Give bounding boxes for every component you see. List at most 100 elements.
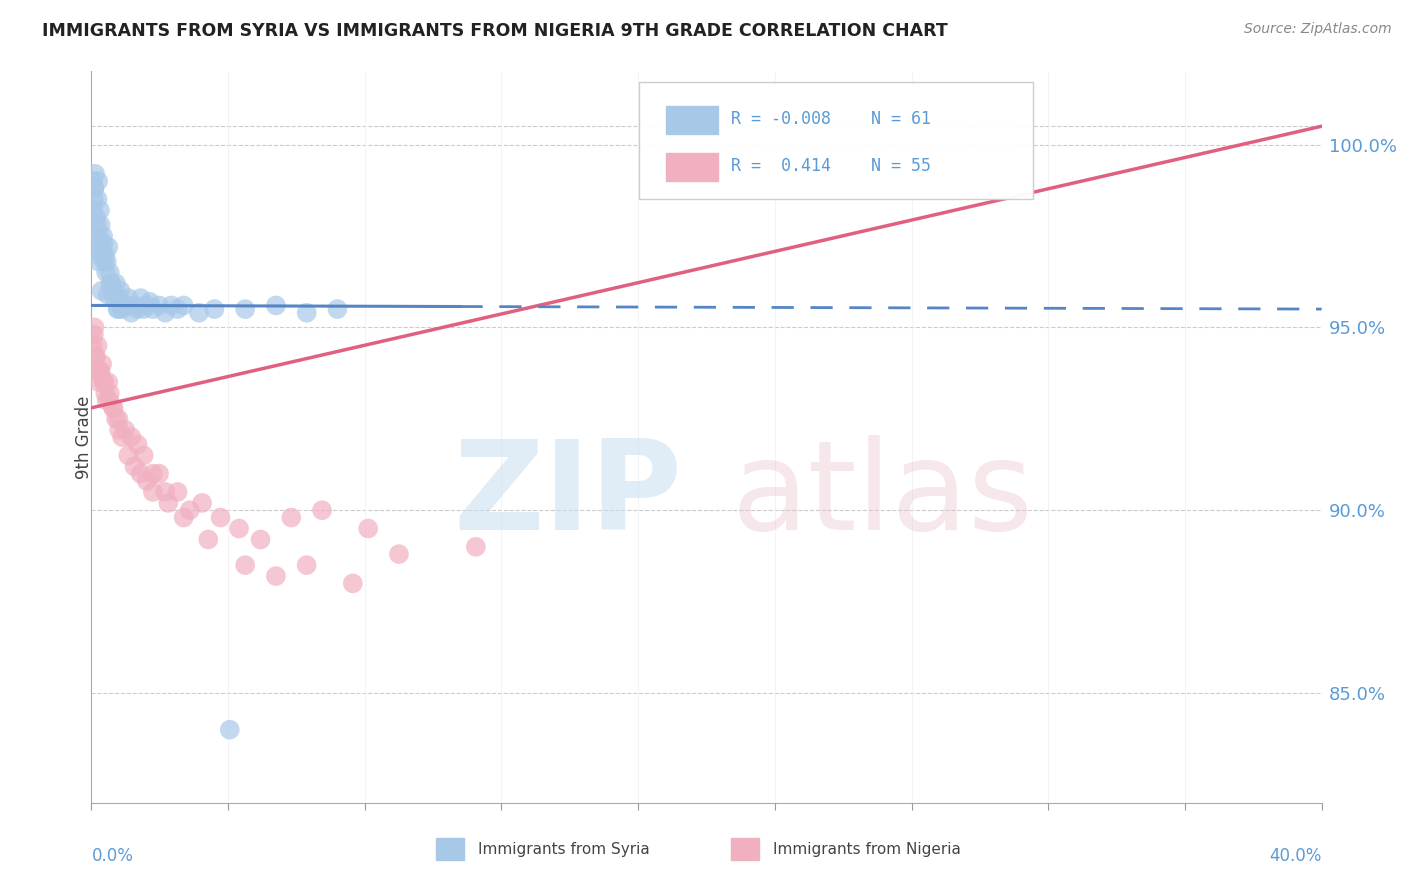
- Point: [166, 302, 188, 317]
- Point: [82, 203, 104, 218]
- Point: [100, 277, 122, 291]
- Text: 40.0%: 40.0%: [1270, 847, 1322, 864]
- Point: [326, 302, 349, 317]
- Point: [191, 496, 214, 510]
- Point: [209, 510, 232, 524]
- Point: [107, 302, 129, 317]
- Text: Immigrants from Syria: Immigrants from Syria: [478, 842, 650, 856]
- Point: [148, 467, 170, 481]
- Point: [89, 203, 111, 218]
- Text: IMMIGRANTS FROM SYRIA VS IMMIGRANTS FROM NIGERIA 9TH GRADE CORRELATION CHART: IMMIGRANTS FROM SYRIA VS IMMIGRANTS FROM…: [42, 22, 948, 40]
- Point: [94, 247, 117, 261]
- Point: [107, 412, 129, 426]
- Point: [139, 294, 162, 309]
- Point: [249, 533, 271, 547]
- Point: [111, 302, 134, 317]
- Point: [86, 218, 108, 232]
- Point: [90, 364, 112, 378]
- Bar: [666, 106, 717, 134]
- Point: [87, 376, 110, 390]
- Point: [87, 254, 110, 268]
- Point: [83, 181, 105, 195]
- Point: [233, 302, 256, 317]
- Point: [83, 193, 105, 207]
- Point: [82, 174, 104, 188]
- Bar: [666, 153, 717, 181]
- Point: [96, 254, 118, 268]
- Point: [228, 522, 250, 536]
- Point: [98, 393, 121, 408]
- Point: [135, 474, 157, 488]
- Point: [89, 364, 111, 378]
- Point: [142, 302, 165, 317]
- Point: [173, 510, 195, 524]
- Point: [87, 364, 110, 378]
- Point: [124, 298, 146, 312]
- Text: R = -0.008    N = 61: R = -0.008 N = 61: [731, 110, 931, 128]
- Point: [101, 401, 124, 415]
- Point: [93, 376, 115, 390]
- Point: [90, 218, 112, 232]
- Point: [105, 277, 127, 291]
- Point: [87, 229, 110, 244]
- Point: [96, 287, 118, 301]
- Point: [295, 306, 318, 320]
- Point: [311, 503, 333, 517]
- Point: [111, 430, 134, 444]
- Point: [124, 459, 146, 474]
- Point: [264, 569, 287, 583]
- Point: [342, 576, 364, 591]
- Point: [129, 467, 152, 481]
- Point: [93, 236, 115, 251]
- Point: [120, 306, 142, 320]
- Text: ZIP: ZIP: [453, 435, 682, 556]
- Point: [142, 467, 165, 481]
- Point: [86, 364, 108, 378]
- Point: [84, 350, 107, 364]
- Point: [160, 298, 183, 312]
- Point: [117, 291, 139, 305]
- Point: [87, 174, 110, 188]
- Point: [120, 430, 142, 444]
- Point: [357, 522, 380, 536]
- Point: [218, 723, 240, 737]
- Point: [127, 437, 149, 451]
- Point: [96, 393, 118, 408]
- Text: R =  0.414    N = 55: R = 0.414 N = 55: [731, 158, 931, 176]
- Point: [91, 247, 114, 261]
- Point: [90, 240, 112, 254]
- Point: [83, 327, 105, 342]
- Point: [110, 284, 132, 298]
- Point: [117, 449, 139, 463]
- Point: [188, 306, 211, 320]
- Point: [84, 229, 107, 244]
- Point: [135, 298, 157, 312]
- Point: [280, 510, 302, 524]
- Point: [103, 291, 125, 305]
- Point: [105, 412, 127, 426]
- Point: [86, 339, 108, 353]
- Point: [464, 540, 486, 554]
- Point: [129, 291, 152, 305]
- Point: [107, 302, 129, 317]
- Point: [91, 357, 114, 371]
- Point: [166, 485, 188, 500]
- Y-axis label: 9th Grade: 9th Grade: [76, 395, 93, 479]
- Point: [108, 291, 131, 305]
- Point: [157, 496, 180, 510]
- Text: atlas: atlas: [731, 435, 1033, 556]
- Point: [100, 277, 122, 291]
- Text: Immigrants from Nigeria: Immigrants from Nigeria: [773, 842, 962, 856]
- Point: [179, 503, 201, 517]
- Point: [233, 558, 256, 573]
- Point: [132, 302, 155, 317]
- Point: [84, 167, 107, 181]
- Point: [388, 547, 411, 561]
- Point: [93, 376, 115, 390]
- Point: [114, 423, 136, 437]
- Point: [82, 339, 104, 353]
- Point: [101, 284, 124, 298]
- Point: [264, 298, 287, 312]
- Point: [91, 229, 114, 244]
- Point: [97, 376, 120, 390]
